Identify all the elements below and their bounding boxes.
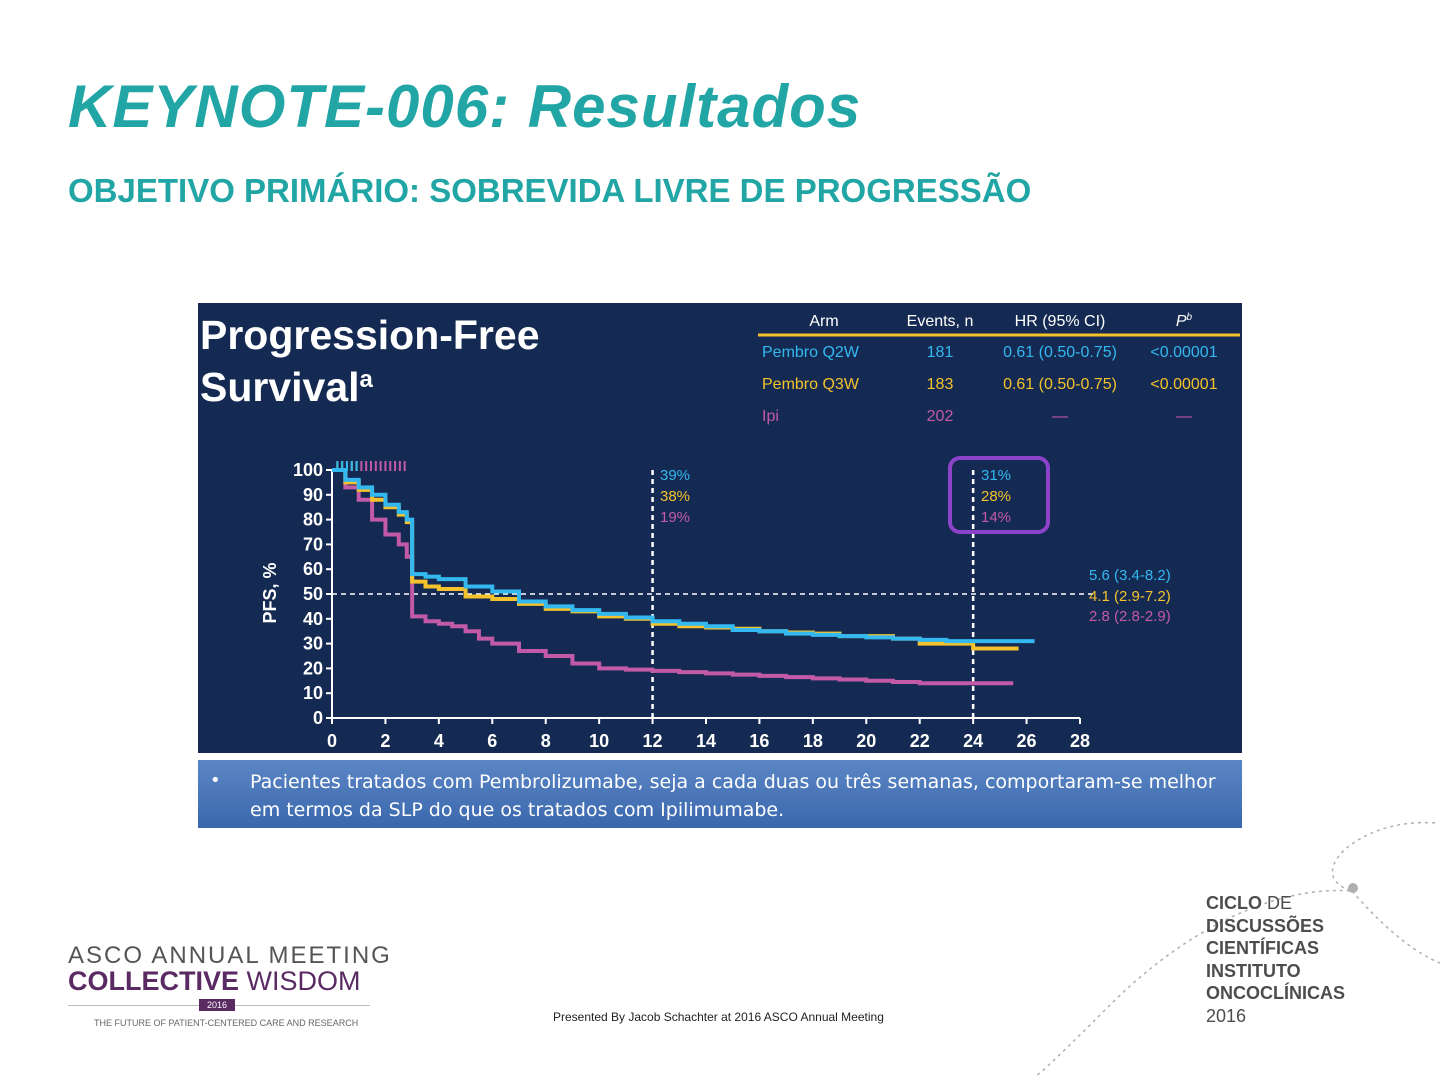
asco-logo-year: 2016 — [199, 999, 235, 1011]
x-tick-label: 24 — [963, 731, 983, 751]
landmark12-ipi: 19% — [660, 509, 690, 526]
y-tick-label: 20 — [303, 658, 323, 678]
x-tick-label: 20 — [856, 731, 876, 751]
table-row-arm: Ipi — [762, 408, 779, 425]
table-row-p: <0.00001 — [1150, 344, 1217, 361]
y-tick-label: 40 — [303, 609, 323, 629]
censor-marks — [360, 461, 406, 471]
oncoclinicas-logo: CICLO DE DISCUSSÕES CIENTÍFICAS INSTITUT… — [1206, 893, 1345, 1026]
presenter-credit: Presented By Jacob Schachter at 2016 ASC… — [553, 1010, 884, 1024]
landmark24-q3w: 28% — [981, 488, 1011, 505]
table-row-hr: — — [1052, 408, 1068, 425]
slide-subtitle: OBJETIVO PRIMÁRIO: SOBREVIDA LIVRE DE PR… — [68, 172, 1032, 209]
x-tick-label: 14 — [696, 731, 716, 751]
chart-title-text: Survival — [200, 364, 360, 410]
reference-lines — [332, 470, 1094, 718]
chart-title-line2: Survivala — [200, 364, 374, 410]
y-tick-label: 80 — [303, 510, 323, 530]
x-tick-label: 4 — [434, 731, 444, 751]
decorative-arc — [1034, 821, 1440, 1078]
x-tick-label: 12 — [643, 731, 663, 751]
median-q2w: 5.6 (3.4-8.2) — [1089, 567, 1171, 584]
y-axis-label: PFS, % — [260, 562, 280, 623]
table-header-p: Pb — [1176, 312, 1193, 330]
y-tick-label: 30 — [303, 634, 323, 654]
censor-marks — [336, 461, 358, 471]
series-line-pembro-q2w — [332, 468, 1035, 644]
y-tick-label: 60 — [303, 559, 323, 579]
y-tick-label: 90 — [303, 485, 323, 505]
x-tick-label: 22 — [910, 731, 930, 751]
table-row-hr: 0.61 (0.50-0.75) — [1003, 376, 1117, 393]
table-row-arm: Pembro Q2W — [762, 344, 860, 361]
y-tick-label: 70 — [303, 534, 323, 554]
table-header-events: Events, n — [907, 313, 974, 330]
landmark24-q2w: 31% — [981, 467, 1011, 484]
chart-title-superscript: a — [360, 366, 374, 393]
table-row-p: <0.00001 — [1150, 376, 1217, 393]
x-tick-label: 18 — [803, 731, 823, 751]
hr-table: Pembro Q2W 181 0.61 (0.50-0.75) <0.00001 Pem… — [762, 344, 1218, 425]
landmark12-q2w: 39% — [660, 467, 690, 484]
table-row-events: 202 — [927, 408, 954, 425]
landmark24-highlight-box — [948, 456, 1050, 534]
table-header-arm: Arm — [809, 313, 838, 330]
landmark24-ipi: 14% — [981, 509, 1011, 526]
table-row-events: 183 — [927, 376, 954, 393]
table-row-arm: Pembro Q3W — [762, 376, 860, 393]
x-tick-label: 26 — [1017, 731, 1037, 751]
x-tick-label: 0 — [327, 731, 337, 751]
pfs-chart-panel: Progression-Free Survivala Arm Events, n… — [198, 303, 1242, 753]
y-tick-label: 0 — [313, 708, 323, 728]
chart-axes: 0 2 4 6 8 10 12 14 16 18 20 22 24 26 28010203040506070… — [293, 460, 1090, 751]
x-tick-label: 16 — [749, 731, 769, 751]
table-header-hr: HR (95% CI) — [1015, 313, 1106, 330]
slide-title: KEYNOTE-006: Resultados — [68, 73, 862, 140]
table-row-hr: 0.61 (0.50-0.75) — [1003, 344, 1117, 361]
y-tick-label: 10 — [303, 683, 323, 703]
summary-text: Pacientes tratados com Pembrolizumabe, s… — [250, 771, 1216, 821]
series-line-ipi — [332, 468, 1014, 686]
x-tick-label: 28 — [1070, 731, 1090, 751]
x-tick-label: 6 — [487, 731, 497, 751]
km-curves — [332, 461, 1035, 686]
table-row-p: — — [1176, 408, 1192, 425]
x-tick-label: 8 — [541, 731, 551, 751]
x-tick-label: 2 — [380, 731, 390, 751]
pfs-chart: Progression-Free Survivala Arm Events, n… — [200, 312, 1240, 751]
table-row-events: 181 — [927, 344, 954, 361]
asco-logo-line2: COLLECTIVE WISDOM — [68, 966, 361, 997]
chart-title-line1: Progression-Free — [200, 312, 540, 358]
x-tick-label: 10 — [589, 731, 609, 751]
asco-logo-tagline: THE FUTURE OF PATIENT-CENTERED CARE AND … — [94, 1018, 359, 1028]
asco-logo-wisdom: WISDOM — [246, 966, 361, 996]
y-tick-label: 100 — [293, 460, 323, 480]
asco-logo-collective: COLLECTIVE — [68, 966, 240, 996]
y-tick-label: 50 — [303, 584, 323, 604]
asco-logo-line1: ASCO ANNUAL MEETING — [68, 942, 392, 969]
median-ipi: 2.8 (2.8-2.9) — [1089, 608, 1171, 625]
summary-box: • Pacientes tratados com Pembrolizumabe,… — [198, 760, 1242, 828]
bullet-marker: • — [210, 770, 221, 791]
landmark12-q3w: 38% — [660, 488, 690, 505]
median-q3w: 4.1 (2.9-7.2) — [1089, 588, 1171, 605]
